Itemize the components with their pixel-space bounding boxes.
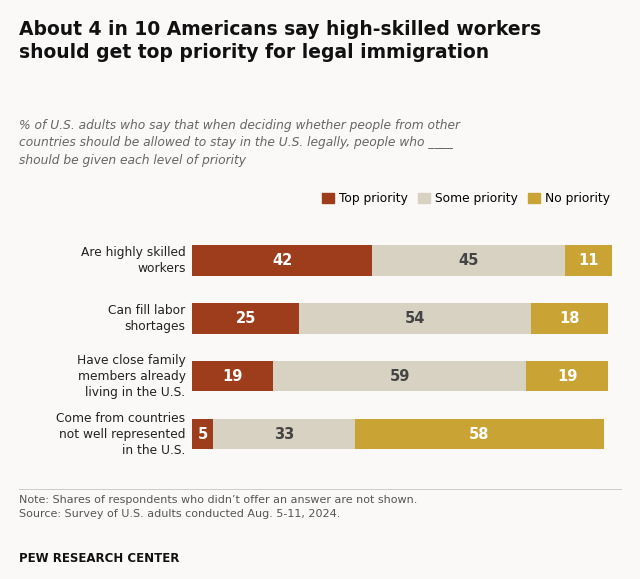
Bar (531, 303, 608, 334)
Bar (192, 245, 372, 276)
Text: 18: 18 (559, 311, 580, 326)
Text: Note: Shares of respondents who didn’t offer an answer are not shown.
Source: Su: Note: Shares of respondents who didn’t o… (19, 495, 417, 519)
Legend: Top priority, Some priority, No priority: Top priority, Some priority, No priority (317, 187, 614, 210)
Text: 45: 45 (458, 253, 479, 268)
Text: 33: 33 (274, 427, 294, 442)
Text: 19: 19 (223, 369, 243, 384)
Text: Come from countries
not well represented
in the U.S.: Come from countries not well represented… (56, 412, 186, 457)
Text: 59: 59 (390, 369, 410, 384)
Bar (273, 361, 527, 391)
Bar (355, 419, 604, 449)
Text: 42: 42 (272, 253, 292, 268)
Text: 11: 11 (579, 253, 599, 268)
Bar (192, 303, 300, 334)
Bar (372, 245, 565, 276)
Bar (192, 361, 273, 391)
Text: 19: 19 (557, 369, 577, 384)
Text: Have close family
members already
living in the U.S.: Have close family members already living… (77, 354, 186, 399)
Bar (300, 303, 531, 334)
Bar (192, 419, 214, 449)
Bar (527, 361, 608, 391)
Text: Are highly skilled
workers: Are highly skilled workers (81, 246, 186, 275)
Text: 58: 58 (469, 427, 490, 442)
Text: Can fill labor
shortages: Can fill labor shortages (108, 304, 186, 333)
Bar (214, 419, 355, 449)
Text: PEW RESEARCH CENTER: PEW RESEARCH CENTER (19, 552, 180, 565)
Text: 25: 25 (236, 311, 256, 326)
Bar (565, 245, 612, 276)
Text: % of U.S. adults who say that when deciding whether people from other
countries : % of U.S. adults who say that when decid… (19, 119, 460, 167)
Text: 54: 54 (404, 311, 425, 326)
Text: 5: 5 (198, 427, 208, 442)
Text: About 4 in 10 Americans say high-skilled workers
should get top priority for leg: About 4 in 10 Americans say high-skilled… (19, 20, 541, 62)
